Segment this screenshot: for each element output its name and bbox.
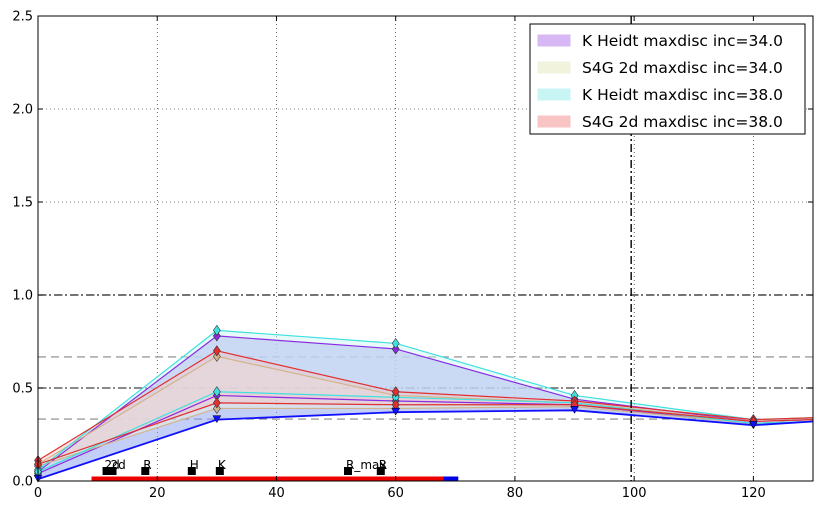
series-marker-upper-3 [391,386,400,398]
legend-box [529,23,806,135]
point-marker-label-5: R_max [346,458,386,472]
series-marker-upper-0 [391,343,400,355]
point-marker-label-4: K [218,458,227,472]
legend-label-2: K Heidt maxdisc inc=38.0 [582,86,783,104]
plot-frame [37,15,814,482]
legend-label-3: S4G 2d maxdisc inc=38.0 [582,113,783,131]
point-marker-3 [187,467,196,475]
series-upper-line-3 [37,350,814,462]
point-marker-2 [141,467,150,475]
legend: K Heidt maxdisc inc=34.0 S4G 2d maxdisc i… [529,23,806,135]
x-tick-label: 80 [507,486,524,501]
point-marker-6 [376,467,385,475]
series-marker-upper-1 [212,350,221,362]
legend-swatch-0 [537,34,571,47]
series-marker-upper-2 [391,337,400,349]
series-lower-line-3 [37,402,814,465]
y-tick-label: 1.5 [12,196,33,211]
axis-ticks: 0 20 40 60 80 100 120 0.0 0.5 1.0 1.5 2.0 2.5 [12,10,813,501]
blue-band-marker [391,407,401,416]
y-tick-label: 2.5 [12,10,33,25]
point-marker-label-6: R [379,458,387,472]
point-marker-0 [102,467,111,475]
series-band-1 [38,356,813,467]
blue-band-marker [212,415,222,424]
y-tick-label: 0.5 [12,382,33,397]
point-marker-4 [215,467,224,475]
series-marker-lower-3 [212,397,221,409]
blue-band-marker [570,406,579,414]
series-band-3 [38,350,813,465]
point-marker-label-3: H [190,458,199,472]
point-marker-5 [344,467,352,475]
point-marker-label-1: 2d [111,458,126,472]
legend-label-1: S4G 2d maxdisc inc=34.0 [582,59,783,77]
legend-swatch-3 [537,115,571,128]
x-tick-label: 100 [622,486,647,501]
grid [38,16,813,481]
series-marker-lower-2 [212,386,221,398]
y-tick-label: 2.0 [12,103,33,118]
series-band-2 [38,330,813,472]
series-bands [38,330,813,480]
series-lower-line-2 [37,391,814,473]
series-marker-upper-2 [212,324,221,336]
blue-band-marker [748,420,758,429]
blue-band-area [38,335,813,480]
legend-swatch-1 [537,61,571,74]
x-tick-label: 120 [741,486,766,501]
blue-band-lower-line [37,409,814,480]
range-bars [91,476,459,482]
series-marker-upper-3 [212,345,221,357]
x-tick-label: 60 [387,486,404,501]
y-tick-label: 1.0 [12,289,33,304]
x-tick-label: 40 [268,486,285,501]
x-tick-label: 20 [149,486,166,501]
point-marker-label-2: R [143,458,151,472]
point-marker-1 [108,467,117,475]
legend-swatch-2 [537,88,571,101]
y-tick-label: 0.0 [12,475,33,490]
series-marker-lower-1 [212,402,221,414]
series-band-0 [38,335,813,474]
range-bar-1 [91,476,444,482]
series-marker-upper-0 [212,330,221,342]
legend-label-0: K Heidt maxdisc inc=34.0 [582,32,783,50]
x-tick-label: 0 [34,486,42,501]
series-lines [37,329,814,480]
